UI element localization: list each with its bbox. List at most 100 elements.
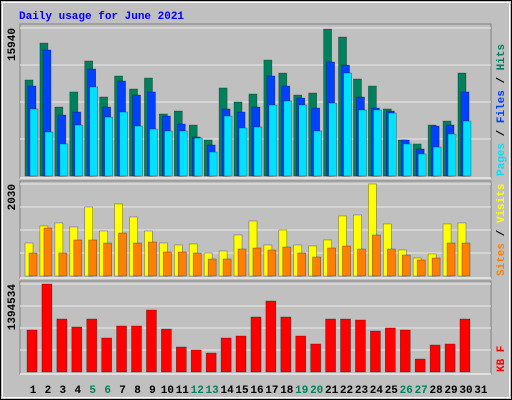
x-tick-label: 14 (220, 385, 234, 397)
x-tick-label: 23 (355, 385, 369, 397)
x-tick-label: 7 (119, 385, 126, 397)
bar (119, 111, 128, 177)
x-tick-label: 12 (191, 385, 204, 397)
bar (399, 329, 411, 373)
x-tick-label: 29 (444, 385, 457, 397)
bar (176, 346, 187, 373)
bar (41, 283, 53, 373)
bar (133, 242, 142, 277)
x-tick-label: 28 (430, 385, 444, 397)
bar (146, 309, 157, 373)
bar (118, 232, 127, 277)
bar (252, 247, 262, 277)
legend: Pages / Files / Hits (496, 44, 508, 176)
x-tick-label: 6 (104, 385, 111, 397)
bar (388, 112, 397, 177)
x-tick-label: 2 (45, 385, 52, 397)
bar (131, 325, 142, 373)
bar (343, 72, 352, 177)
bar (297, 252, 307, 277)
bar (459, 318, 471, 373)
y-tick-label: 1394534 (7, 284, 19, 331)
legend: KB F (496, 346, 508, 372)
bar (56, 318, 68, 373)
bar (298, 104, 308, 177)
bar (267, 249, 277, 277)
x-tick-label: 5 (89, 385, 96, 397)
x-tick-label: 20 (310, 385, 323, 397)
bar (89, 86, 99, 177)
bar (253, 126, 263, 177)
bar (238, 127, 248, 177)
bar (431, 257, 441, 277)
bar (328, 102, 337, 177)
bar (104, 116, 113, 177)
bar (429, 344, 441, 373)
y-tick-label: 15940 (7, 28, 19, 61)
legend-entry: Pages (496, 143, 508, 176)
x-tick-label: 18 (280, 385, 294, 397)
x-tick-label: 8 (134, 385, 141, 397)
bar (59, 143, 69, 177)
bar (178, 251, 187, 277)
bar (28, 252, 38, 277)
x-tick-label: 22 (340, 385, 353, 397)
bar (447, 133, 457, 177)
x-tick-label: 3 (60, 385, 67, 397)
bar (71, 326, 83, 373)
bar (220, 337, 232, 373)
bar (461, 242, 471, 277)
bar (340, 318, 351, 373)
bar (161, 328, 172, 373)
bar (416, 259, 426, 277)
legend-separator: / (496, 129, 508, 136)
x-tick-label: 15 (235, 385, 249, 397)
bar (74, 124, 84, 177)
legend-entry: Visits (496, 184, 508, 224)
legend-entry: Sites (496, 243, 508, 276)
legend-entry: KB F (496, 346, 508, 372)
bar (295, 335, 307, 373)
bar (222, 258, 232, 277)
x-tick-label: 31 (474, 385, 488, 397)
bar (190, 349, 202, 373)
bar (86, 318, 98, 373)
bar (358, 109, 367, 177)
x-tick-label: 16 (250, 385, 263, 397)
bar (462, 120, 472, 177)
bar (280, 316, 292, 373)
bar (372, 234, 381, 277)
bar (444, 343, 456, 373)
legend-entry: Hits (496, 44, 508, 70)
bar (342, 245, 351, 277)
bar (325, 318, 336, 373)
bar (207, 258, 217, 277)
bar (237, 248, 247, 277)
legend-separator: / (496, 229, 508, 236)
bar (370, 330, 381, 373)
bar (192, 252, 202, 277)
bar (44, 131, 54, 177)
bar (148, 241, 157, 277)
x-tick-label: 26 (400, 385, 413, 397)
bar (283, 100, 293, 177)
x-tick-label: 9 (149, 385, 156, 397)
x-tick-label: 21 (325, 385, 339, 397)
bar (208, 151, 218, 177)
legend-separator: / (496, 77, 508, 84)
bar (312, 256, 321, 277)
bar (282, 246, 292, 277)
bar (401, 254, 411, 277)
bar (414, 358, 426, 373)
bar (250, 316, 262, 373)
x-tick-label: 24 (370, 385, 384, 397)
bar (43, 227, 53, 277)
x-tick-label: 25 (385, 385, 399, 397)
x-tick-label: 11 (176, 385, 190, 397)
bar (446, 242, 456, 277)
x-tick-label: 27 (415, 385, 428, 397)
bar (373, 109, 382, 177)
bar (101, 337, 112, 373)
